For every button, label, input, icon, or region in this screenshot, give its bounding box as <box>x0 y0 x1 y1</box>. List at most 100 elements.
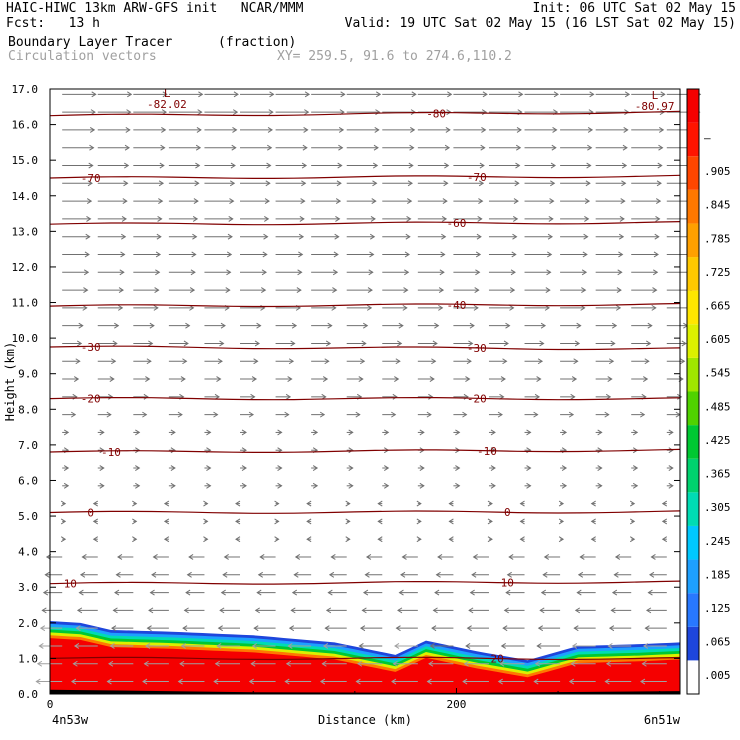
wind-vector-head <box>196 127 202 133</box>
wind-vector-head <box>99 429 105 436</box>
colorbar-swatch <box>687 257 699 291</box>
wind-vector-head <box>632 429 639 436</box>
y-axis-label: Height (km) <box>3 342 17 421</box>
wind-vector-head <box>233 91 239 98</box>
colorbar-label: .905 <box>704 165 731 178</box>
wind-vector-head <box>89 127 96 133</box>
wind-vector-head <box>416 500 422 507</box>
wind-vector-head <box>146 358 152 365</box>
wind-vector-head <box>63 482 70 489</box>
wind-vector-head <box>643 376 649 382</box>
wind-vector-head <box>118 287 124 293</box>
wind-vector-head <box>431 358 437 365</box>
wind-vector-head <box>293 571 299 578</box>
wind-vector-head <box>177 411 183 418</box>
wind-vector-head <box>607 643 613 649</box>
isotherm--30 <box>49 345 681 351</box>
wind-vector-head <box>257 571 263 578</box>
wind-vector-head <box>551 144 557 151</box>
wind-vector-head <box>182 358 188 365</box>
wind-vector-head <box>571 643 578 649</box>
wind-vector-head <box>543 554 550 560</box>
wind-vector-head <box>618 251 624 258</box>
wind-vector-head <box>92 500 99 507</box>
wind-vector-head <box>145 643 151 649</box>
wind-vector-head <box>115 571 121 578</box>
wind-vector-head <box>189 304 195 311</box>
wind-vector-head <box>263 233 269 240</box>
wind-vector-head <box>118 304 124 311</box>
wind-vector-head <box>468 340 474 347</box>
wind-vector-head <box>652 287 658 293</box>
wind-vector-head <box>533 411 539 418</box>
wind-vector-head <box>570 660 576 667</box>
wind-vector-head <box>251 376 258 382</box>
wind-vector-head <box>589 91 595 98</box>
y-tick-label: 3.0 <box>18 581 38 594</box>
x-axis-label: Distance (km) <box>318 713 412 727</box>
colorbar-swatch <box>687 492 699 526</box>
isotherm-20 <box>49 656 681 661</box>
wind-vector-head <box>328 571 335 578</box>
wind-vector-head <box>306 500 312 507</box>
isotherm-label: -60 <box>447 217 467 230</box>
wind-vector-head <box>680 358 686 365</box>
wind-vector-head <box>241 429 247 436</box>
wind-vector-head <box>561 465 568 471</box>
wind-vector-head <box>419 429 425 436</box>
wind-vector-head <box>213 411 219 418</box>
colorbar-swatch <box>687 391 699 426</box>
wind-vector-head <box>490 447 496 454</box>
temperature-contours: -80 -70 -70 -60 -40 -30 -30 -20 -20 -10 -10 0 0 10 10 2… <box>49 87 681 665</box>
wind-vector-head <box>620 198 626 205</box>
wind-vector-head <box>546 269 552 276</box>
wind-vector-head <box>90 109 96 116</box>
wind-vector-head <box>332 269 339 276</box>
wind-vector-head <box>629 518 636 525</box>
wind-vector-head <box>519 536 525 543</box>
wind-vector-head <box>402 304 408 311</box>
wind-vector-head <box>267 144 273 151</box>
wind-vector-head <box>123 180 129 187</box>
wind-vector-head <box>409 144 415 151</box>
wind-vector-head <box>158 180 165 187</box>
wind-vector-head <box>226 269 232 276</box>
wind-vector-head <box>617 269 623 276</box>
wind-vector-head <box>188 554 194 560</box>
wind-vector-head <box>151 571 157 578</box>
isotherm-label: -10 <box>477 445 497 458</box>
wind-vector-head <box>371 198 377 205</box>
wind-vector-head <box>106 411 112 418</box>
wind-vector-head <box>500 643 506 649</box>
y-tick-label: 13.0 <box>12 225 39 238</box>
wind-vector-head <box>330 554 336 560</box>
wind-vector-head <box>219 340 225 347</box>
wind-vector-head <box>225 287 231 293</box>
wind-vector-head <box>75 358 81 365</box>
wind-vector-head <box>558 500 565 507</box>
wind-vector-head <box>651 304 657 311</box>
wind-vector-head <box>377 500 383 507</box>
wind-vector-head <box>198 91 204 98</box>
wind-vector-head <box>348 482 354 489</box>
wind-vector-head <box>261 269 267 276</box>
wind-vector-head <box>608 625 615 632</box>
wind-vector-head <box>512 215 519 222</box>
wind-vector-head <box>185 589 191 596</box>
wind-vector-head <box>571 376 578 382</box>
wind-vector-head <box>655 198 662 205</box>
wind-vector-head <box>394 376 400 382</box>
wind-vector-head <box>251 643 257 649</box>
wind-vector-head <box>474 287 480 293</box>
wind-vector-head <box>84 251 90 258</box>
wind-vector-head <box>475 269 481 276</box>
min-marker-letter: L <box>164 87 171 100</box>
wind-vector-head <box>122 198 128 205</box>
wind-vector-head <box>60 518 67 525</box>
wind-vector-head <box>132 500 138 507</box>
wind-vector-head <box>434 589 440 596</box>
wind-vector-head <box>232 127 238 133</box>
wind-vector-head <box>163 518 170 525</box>
y-tick-label: 0.0 <box>18 688 38 701</box>
wind-vector-head <box>472 554 478 560</box>
